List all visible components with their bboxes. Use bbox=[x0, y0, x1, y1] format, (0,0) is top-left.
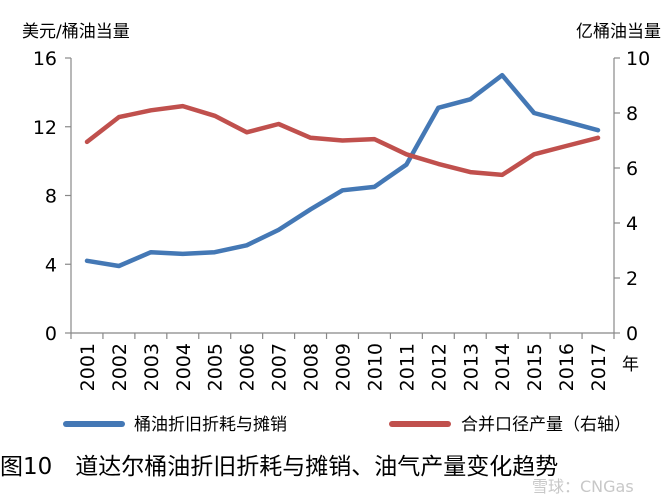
x-tick-label: 2017 bbox=[588, 343, 610, 391]
data-point-production bbox=[277, 122, 281, 126]
x-tick-label: 2008 bbox=[301, 343, 323, 391]
data-point-production bbox=[500, 173, 504, 177]
data-point-depreciation bbox=[117, 264, 121, 268]
data-point-depreciation bbox=[372, 185, 376, 189]
x-tick-label: 2003 bbox=[141, 343, 163, 391]
data-point-production bbox=[532, 152, 536, 156]
data-point-production bbox=[309, 136, 313, 140]
x-tick-label: 2013 bbox=[460, 343, 482, 391]
legend-label-production: 合并口径产量（右轴） bbox=[461, 415, 631, 435]
series-line-depreciation bbox=[84, 72, 601, 269]
data-point-production bbox=[372, 137, 376, 141]
data-point-production bbox=[245, 130, 249, 134]
x-axis-ticks: 2001 2002 2003 2004 2005 2006 2007 2008 2009 2010… bbox=[70, 333, 615, 391]
data-point-depreciation bbox=[500, 73, 504, 77]
data-point-depreciation bbox=[181, 252, 185, 256]
left-tick-label: 0 bbox=[45, 323, 57, 345]
left-tick-label: 8 bbox=[45, 186, 57, 208]
data-point-depreciation bbox=[436, 106, 440, 110]
x-tick-label: 2001 bbox=[77, 343, 99, 391]
data-point-depreciation bbox=[309, 207, 313, 211]
left-tick-label: 16 bbox=[33, 48, 57, 70]
right-tick-label: 6 bbox=[626, 158, 638, 180]
data-point-depreciation bbox=[341, 188, 344, 192]
x-tick-label: 2009 bbox=[333, 343, 355, 391]
data-point-production bbox=[149, 108, 153, 112]
x-tick-label: 2007 bbox=[269, 343, 291, 391]
data-point-depreciation bbox=[245, 243, 249, 247]
data-point-depreciation bbox=[532, 111, 536, 115]
x-tick-label: 2016 bbox=[556, 343, 578, 391]
data-point-production bbox=[341, 139, 344, 142]
figure-caption: 图10 道达尔桶油折旧折耗与摊销、油气产量变化趋势 bbox=[0, 454, 558, 480]
left-tick-label: 12 bbox=[33, 117, 57, 139]
x-tick-label: 2010 bbox=[364, 343, 386, 391]
data-point-depreciation bbox=[564, 120, 568, 124]
right-tick-label: 8 bbox=[626, 103, 638, 125]
data-point-production bbox=[468, 170, 472, 174]
data-point-production bbox=[213, 114, 217, 118]
left-tick-label: 4 bbox=[45, 254, 57, 276]
data-point-depreciation bbox=[277, 228, 281, 232]
data-point-depreciation bbox=[149, 250, 153, 254]
x-tick-label: 2015 bbox=[524, 343, 546, 391]
x-tick-label: 2004 bbox=[173, 343, 195, 391]
right-tick-label: 2 bbox=[626, 268, 638, 290]
legend-label-depreciation: 桶油折旧折耗与摊销 bbox=[134, 415, 287, 435]
left-axis-ticks: 0 4 8 12 16 bbox=[33, 48, 71, 345]
data-point-production bbox=[596, 136, 600, 140]
right-tick-label: 0 bbox=[626, 323, 638, 345]
legend: 桶油折旧折耗与摊销 合并口径产量（右轴） bbox=[63, 415, 631, 435]
data-point-production bbox=[85, 140, 89, 144]
left-axis-unit: 美元/桶油当量 bbox=[22, 22, 130, 42]
right-axis-unit: 亿桶油当量 bbox=[576, 22, 661, 42]
data-point-depreciation bbox=[85, 259, 89, 263]
data-point-depreciation bbox=[596, 128, 600, 132]
right-tick-label: 4 bbox=[626, 213, 638, 235]
x-tick-label: 2011 bbox=[396, 343, 418, 391]
x-tick-label: 2014 bbox=[492, 343, 514, 391]
x-tick-label: 2012 bbox=[428, 343, 450, 391]
right-axis-ticks: 0 2 4 6 8 10 bbox=[614, 48, 650, 345]
data-point-depreciation bbox=[213, 250, 217, 254]
x-tick-label: 2006 bbox=[237, 343, 259, 391]
data-point-production bbox=[181, 104, 185, 108]
watermark: 雪球：CNGas bbox=[532, 477, 634, 496]
right-tick-label: 10 bbox=[626, 48, 650, 70]
data-point-production bbox=[117, 115, 121, 119]
series-lines bbox=[84, 72, 601, 269]
data-point-production bbox=[404, 152, 408, 156]
data-point-depreciation bbox=[468, 97, 472, 101]
x-tick-label: 2005 bbox=[205, 343, 227, 391]
data-point-production bbox=[436, 162, 440, 166]
data-point-production bbox=[564, 144, 568, 148]
x-axis-unit: 年 bbox=[622, 355, 639, 375]
x-tick-label: 2002 bbox=[109, 343, 131, 391]
data-point-depreciation bbox=[404, 163, 408, 167]
